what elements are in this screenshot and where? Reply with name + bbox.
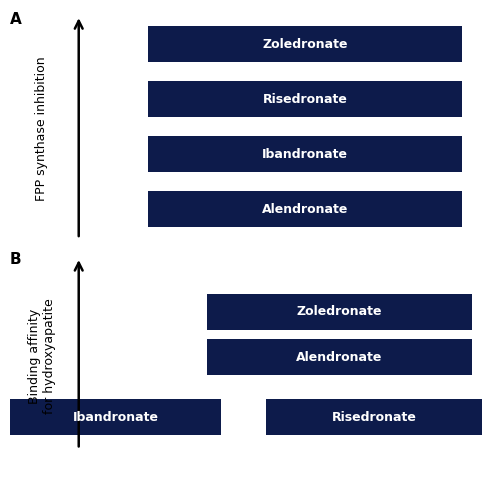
FancyBboxPatch shape	[207, 339, 472, 375]
Text: Risedronate: Risedronate	[332, 411, 416, 424]
FancyBboxPatch shape	[207, 294, 472, 330]
Text: Ibandronate: Ibandronate	[262, 148, 348, 161]
Text: FPP synthase inhibition: FPP synthase inhibition	[35, 57, 48, 201]
Text: Risedronate: Risedronate	[263, 93, 347, 106]
Text: Zoledronate: Zoledronate	[297, 305, 382, 318]
FancyBboxPatch shape	[148, 26, 462, 62]
Text: Ibandronate: Ibandronate	[73, 411, 158, 424]
Text: B: B	[10, 252, 22, 267]
FancyBboxPatch shape	[148, 81, 462, 117]
FancyBboxPatch shape	[148, 191, 462, 227]
FancyBboxPatch shape	[266, 399, 482, 435]
Text: Alendronate: Alendronate	[262, 203, 348, 216]
Text: Alendronate: Alendronate	[296, 351, 383, 364]
Text: A: A	[10, 12, 22, 27]
Text: Zoledronate: Zoledronate	[262, 38, 348, 51]
FancyBboxPatch shape	[148, 136, 462, 172]
FancyBboxPatch shape	[10, 399, 221, 435]
Text: Binding affinity
for hydroxyapatite: Binding affinity for hydroxyapatite	[28, 298, 56, 414]
